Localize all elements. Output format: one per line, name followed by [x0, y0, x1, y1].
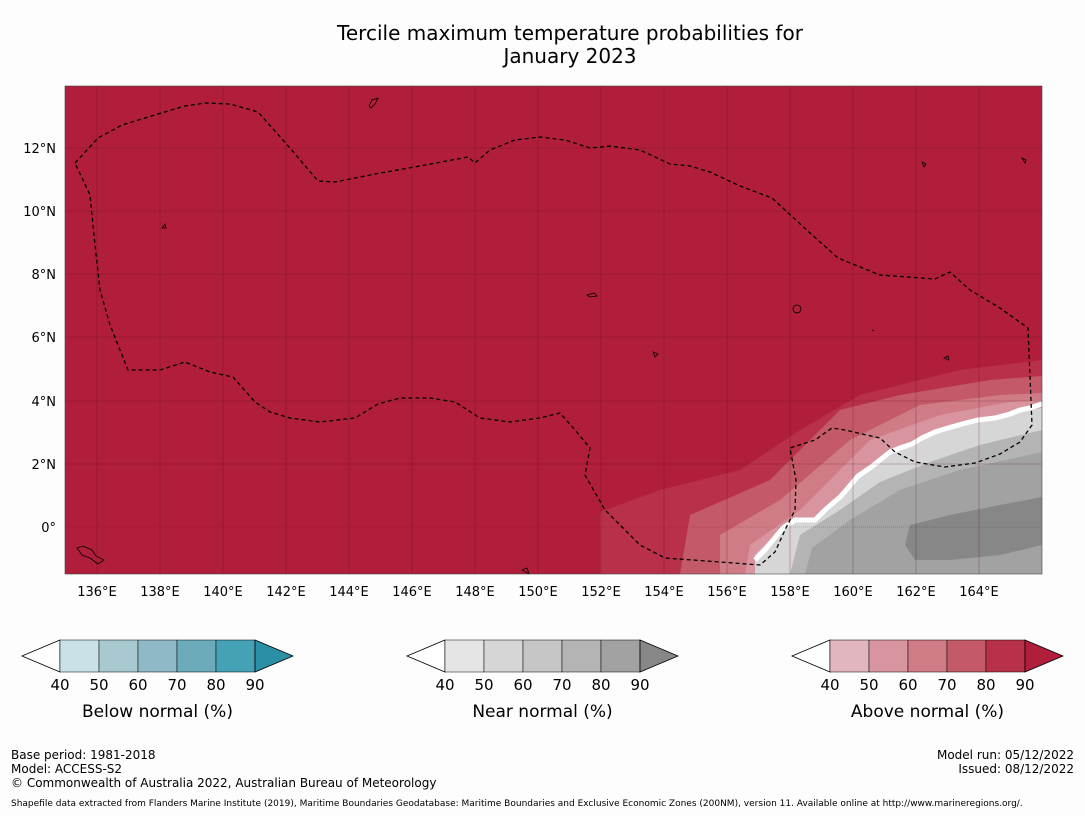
colorbar-segment	[522, 639, 563, 673]
colorbar-tick-label: 40	[820, 676, 839, 694]
colorbar-segment	[483, 639, 524, 673]
colorbar-title: Above normal (%)	[851, 702, 1004, 722]
colorbar-extend-low	[20, 639, 61, 673]
colorbar-tick-label: 60	[513, 676, 532, 694]
colorbar-tick-label: 40	[50, 676, 69, 694]
colorbar-tick-label: 90	[630, 676, 649, 694]
colorbar-segment	[600, 639, 641, 673]
lon-label: 148°E	[455, 585, 495, 600]
colorbar-segment	[444, 639, 485, 673]
island-yap	[161, 223, 167, 229]
colorbar-tick-label: 80	[591, 676, 610, 694]
lon-label: 138°E	[140, 585, 180, 600]
colorbar-extend-high	[639, 639, 680, 673]
lat-axis: 12°N 10°N 8°N 6°N 4°N 2°N 0°	[23, 142, 56, 536]
colorbar-segment	[215, 639, 256, 673]
lon-label: 140°E	[203, 585, 243, 600]
colorbar-extend-high	[1024, 639, 1065, 673]
lon-label: 160°E	[833, 585, 873, 600]
lon-label: 154°E	[644, 585, 684, 600]
issued-text: Issued: 08/12/2022	[958, 762, 1074, 776]
footer-left: Base period: 1981-2018 Model: ACCESS-S2 …	[11, 748, 436, 790]
island-kosrae	[943, 355, 950, 361]
copyright-text: © Commonwealth of Australia 2022, Austra…	[11, 776, 437, 790]
base-period-text: Base period: 1981-2018	[11, 748, 156, 762]
lon-label: 136°E	[77, 585, 117, 600]
colorbar-tick-label: 90	[1015, 676, 1034, 694]
colorbar-extend-low	[790, 639, 831, 673]
colorbar-tick-label: 50	[89, 676, 108, 694]
island-mokil	[871, 329, 875, 332]
colorbar-segment	[985, 639, 1026, 673]
lon-label: 156°E	[707, 585, 747, 600]
island-bikini	[1020, 157, 1027, 164]
lon-label: 158°E	[770, 585, 810, 600]
lon-label: 162°E	[896, 585, 936, 600]
colorbar-tick-label: 80	[206, 676, 225, 694]
chart-title: Tercile maximum temperature probabilitie…	[0, 22, 1085, 68]
colorbars: 40 50 60 70 80 90 Below normal (%) 40 50 60 70 80 90…	[20, 639, 1065, 722]
colorbar-tick-label: 50	[474, 676, 493, 694]
near-normal-90-region	[905, 497, 1042, 560]
title-line-1: Tercile maximum temperature probabilitie…	[337, 21, 803, 45]
colorbar-3: 40 50 60 70 80 90 Above normal (%)	[790, 639, 1065, 722]
lat-label: 10°N	[23, 205, 56, 220]
colorbar-title: Near normal (%)	[472, 702, 612, 722]
islands	[76, 97, 1027, 574]
colorbar-segment	[137, 639, 178, 673]
colorbar-segment	[98, 639, 139, 673]
colorbar-segment	[829, 639, 870, 673]
colorbar-tick-label: 80	[976, 676, 995, 694]
colorbar-tick-label: 50	[859, 676, 878, 694]
island-nukuoro	[652, 351, 659, 358]
colorbar-segment	[946, 639, 987, 673]
lon-label: 146°E	[392, 585, 432, 600]
title-line-2: January 2023	[503, 44, 637, 68]
lat-label: 2°N	[32, 458, 57, 473]
colorbar-2: 40 50 60 70 80 90 Near normal (%)	[405, 639, 680, 722]
colorbar-title: Below normal (%)	[82, 702, 233, 722]
island-chuuk	[586, 292, 598, 298]
lon-label: 142°E	[266, 585, 306, 600]
lon-label: 152°E	[581, 585, 621, 600]
lat-label: 0°	[41, 521, 56, 536]
colorbar-tick-label: 90	[245, 676, 264, 694]
lat-label: 12°N	[23, 142, 56, 157]
lon-label: 164°E	[959, 585, 999, 600]
colorbar-tick-label: 60	[898, 676, 917, 694]
colorbar-segment	[868, 639, 909, 673]
lat-label: 6°N	[32, 331, 57, 346]
colorbar-tick-label: 70	[167, 676, 186, 694]
colorbar-tick-label: 70	[937, 676, 956, 694]
lon-axis: 136°E 138°E 140°E 142°E 144°E 146°E 148°…	[77, 585, 999, 600]
lat-label: 8°N	[32, 268, 57, 283]
graticule	[65, 86, 1042, 574]
colorbar-1: 40 50 60 70 80 90 Below normal (%)	[20, 639, 295, 722]
map-figure: 12°N 10°N 8°N 6°N 4°N 2°N 0° 136°E 138°E…	[20, 85, 1065, 722]
colorbar-segment	[561, 639, 602, 673]
colorbar-segment	[59, 639, 100, 673]
island-kapinga	[521, 567, 530, 574]
model-run-text: Model run: 05/12/2022	[936, 748, 1074, 762]
map-frame	[64, 85, 1043, 575]
shapefile-credit: Shapefile data extracted from Flanders M…	[11, 799, 1023, 809]
colorbar-extend-low	[405, 639, 446, 673]
lon-label: 150°E	[518, 585, 558, 600]
island-pohnpei	[792, 304, 802, 314]
colorbar-tick-label: 40	[435, 676, 454, 694]
map-panel	[65, 86, 1042, 574]
colorbar-tick-label: 60	[128, 676, 147, 694]
colorbar-tick-label: 70	[552, 676, 571, 694]
island-palau	[76, 545, 105, 565]
colorbar-segment	[176, 639, 217, 673]
colorbar-segment	[907, 639, 948, 673]
lat-label: 4°N	[32, 395, 57, 410]
footer-right: Model run: 05/12/2022 Issued: 08/12/2022	[937, 748, 1074, 776]
island-enewetak	[921, 161, 927, 168]
model-text: Model: ACCESS-S2	[11, 762, 123, 776]
colorbar-extend-high	[254, 639, 295, 673]
lon-label: 144°E	[329, 585, 369, 600]
white-boundary-line	[753, 401, 1042, 562]
island-guam	[368, 97, 379, 109]
